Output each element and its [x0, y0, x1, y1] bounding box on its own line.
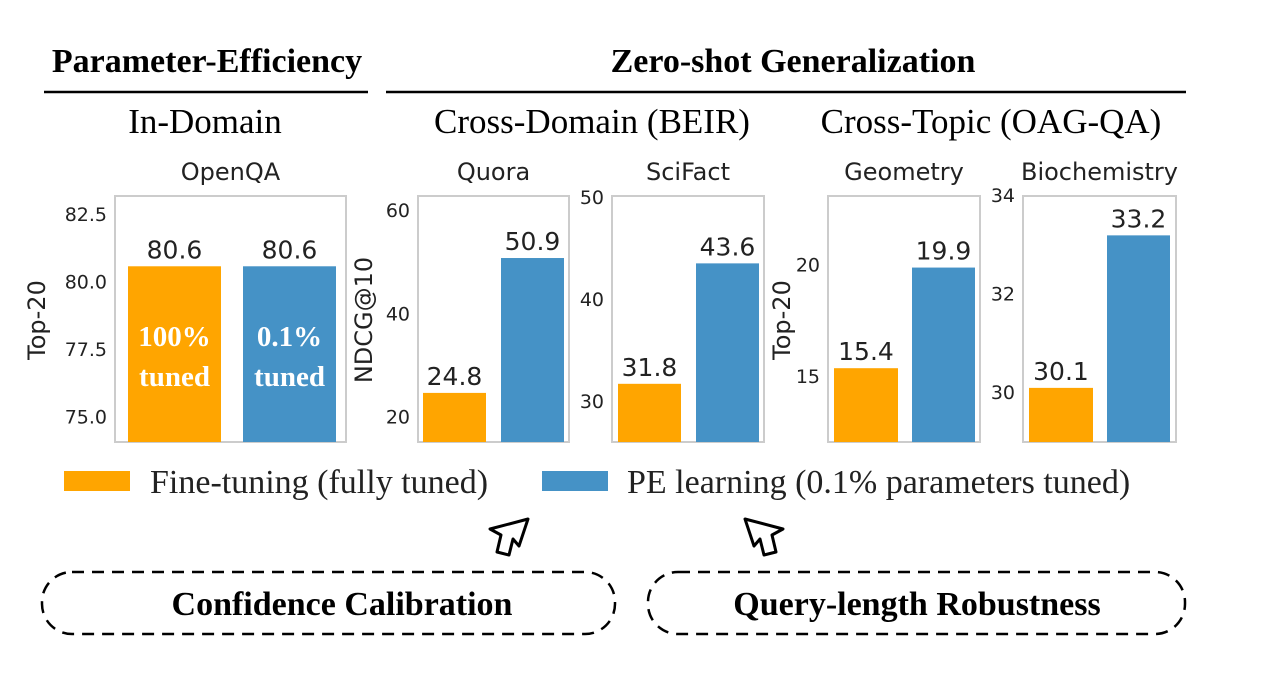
subheader-cross-topic: Cross-Topic (OAG-QA) — [821, 102, 1162, 141]
bar-inner-text-fine-tuning: tuned — [139, 361, 210, 393]
data-label-biochemistry-pe-learning: 33.2 — [1111, 204, 1167, 233]
bar-quora-pe-learning — [501, 258, 564, 442]
arrow-pointer-right-icon — [743, 517, 785, 557]
y-tick-label: 77.5 — [65, 339, 107, 361]
y-tick-label: 40 — [386, 303, 410, 325]
y-tick-label: 32 — [991, 283, 1015, 305]
header-zero-shot-generalization: Zero-shot Generalization — [611, 43, 976, 80]
chart-title-openqa: OpenQA — [181, 158, 281, 186]
y-tick-label: 34 — [991, 185, 1015, 207]
data-label-biochemistry-fine-tuning: 30.1 — [1033, 357, 1089, 386]
chart-frame-quora — [417, 195, 570, 443]
y-axis-label-geometry: Top-20 — [768, 280, 796, 361]
chart-title-geometry: Geometry — [844, 158, 964, 186]
y-tick-label: 82.5 — [65, 204, 107, 226]
header-parameter-efficiency: Parameter-Efficiency — [52, 43, 362, 80]
bar-openqa-fine-tuning — [128, 266, 221, 442]
data-label-openqa-pe-learning: 80.6 — [262, 235, 318, 264]
bar-biochemistry-fine-tuning — [1029, 387, 1093, 442]
y-axis-label-quora: NDCG@10 — [350, 257, 378, 383]
data-label-geometry-fine-tuning: 15.4 — [838, 337, 894, 366]
bar-inner-text-pe-learning: tuned — [254, 361, 325, 393]
chart-biochemistry: Biochemistry 30 32 34 30.1 33.2 — [991, 158, 1178, 443]
chart-quora: Quora 20 40 60 NDCG@10 24.8 50.9 — [350, 158, 570, 443]
data-label-openqa-fine-tuning: 80.6 — [147, 235, 203, 264]
chart-title-quora: Quora — [457, 158, 530, 186]
y-tick-label: 15 — [796, 366, 820, 388]
charts-group: OpenQA 75.0 77.5 80.0 82.5 Top-20 80.6 100% tune… — [23, 158, 1178, 443]
bar-geometry-fine-tuning — [834, 368, 898, 442]
subheader-cross-domain: Cross-Domain (BEIR) — [434, 102, 750, 141]
query-length-robustness-label: Query-length Robustness — [733, 586, 1100, 623]
y-tick-label: 50 — [580, 187, 604, 209]
chart-title-biochemistry: Biochemistry — [1021, 158, 1178, 186]
confidence-calibration-box — [40, 570, 617, 636]
arrow-pointer-left-icon — [488, 517, 530, 557]
legend-swatch-fine-tuning — [64, 471, 130, 491]
bar-scifact-fine-tuning — [618, 383, 681, 442]
y-tick-label: 80.0 — [65, 272, 107, 294]
y-tick-label: 20 — [386, 407, 410, 429]
chart-frame-geometry — [827, 195, 981, 443]
chart-openqa: OpenQA 75.0 77.5 80.0 82.5 Top-20 80.6 100% tune… — [23, 158, 347, 443]
y-tick-label: 30 — [580, 391, 604, 413]
bar-openqa-pe-learning — [243, 266, 336, 442]
bar-quora-fine-tuning — [423, 392, 486, 442]
bar-geometry-pe-learning — [912, 267, 975, 442]
y-axis-label-openqa: Top-20 — [23, 280, 51, 361]
subheader-in-domain: In-Domain — [128, 102, 282, 141]
legend: Fine-tuning (fully tuned) PE learning (0… — [64, 464, 1130, 501]
bar-inner-text-pe-learning: 0.1% — [257, 321, 322, 353]
bar-biochemistry-pe-learning — [1107, 235, 1170, 442]
data-label-geometry-pe-learning: 19.9 — [916, 237, 972, 266]
chart-scifact: SciFact 30 40 50 31.8 43.6 — [580, 158, 765, 443]
legend-swatch-pe-learning — [542, 471, 608, 491]
confidence-calibration-label: Confidence Calibration — [172, 586, 513, 623]
chart-title-scifact: SciFact — [646, 158, 730, 186]
y-tick-label: 60 — [386, 200, 410, 222]
data-label-scifact-pe-learning: 43.6 — [700, 232, 756, 261]
chart-frame-scifact — [611, 195, 765, 443]
y-tick-label: 30 — [991, 382, 1015, 404]
query-length-robustness-box — [646, 570, 1187, 636]
bar-inner-text-fine-tuning: 100% — [138, 321, 211, 353]
y-tick-label: 20 — [796, 254, 820, 276]
y-tick-label: 75.0 — [65, 407, 107, 429]
data-label-scifact-fine-tuning: 31.8 — [622, 353, 678, 382]
chart-frame-biochemistry — [1022, 195, 1177, 443]
chart-frame-openqa — [114, 195, 347, 443]
data-label-quora-fine-tuning: 24.8 — [427, 362, 483, 391]
legend-label-pe-learning: PE learning (0.1% parameters tuned) — [627, 464, 1130, 501]
y-tick-label: 40 — [580, 289, 604, 311]
data-label-quora-pe-learning: 50.9 — [505, 227, 561, 256]
bar-scifact-pe-learning — [696, 263, 759, 442]
legend-label-fine-tuning: Fine-tuning (fully tuned) — [150, 464, 488, 501]
